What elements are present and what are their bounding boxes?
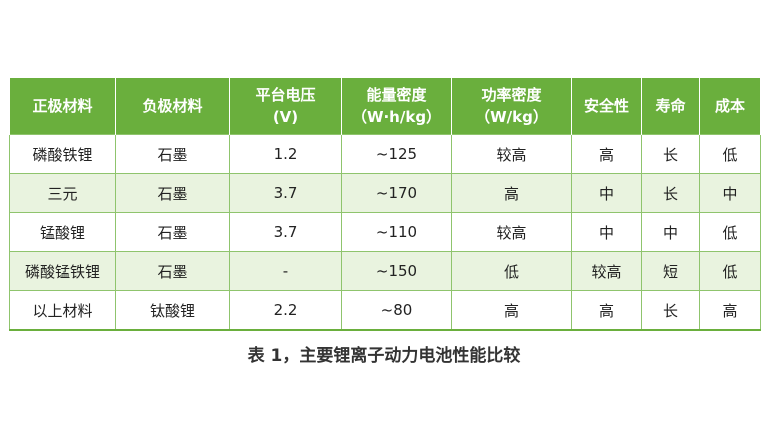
header-cathode-material: 正极材料 — [9, 78, 116, 135]
table-cell: 低 — [699, 251, 761, 291]
header-lifespan: 寿命 — [641, 78, 700, 135]
table-row: 以上材料 钛酸锂 2.2 ~80 高 高 长 高 — [9, 290, 761, 331]
header-power-density: 功率密度 （W/kg） — [451, 78, 572, 135]
table-cell: 三元 — [9, 173, 116, 213]
battery-comparison-table: 正极材料 负极材料 平台电压 (V) 能量密度 （W·h/kg） 功率密度 （W/kg… — [9, 78, 761, 331]
header-safety: 安全性 — [571, 78, 642, 135]
table-cell: 低 — [699, 134, 761, 174]
table-cell: 较高 — [571, 251, 642, 291]
comparison-table-container: 正极材料 负极材料 平台电压 (V) 能量密度 （W·h/kg） 功率密度 （W/kg… — [9, 78, 761, 331]
table-cell: ~150 — [341, 251, 452, 291]
table-cell: 低 — [451, 251, 572, 291]
table-body: 磷酸铁锂 石墨 1.2 ~125 较高 高 长 低 三元 石墨 3.7 ~170… — [9, 134, 761, 331]
table-cell: 2.2 — [229, 290, 342, 331]
table-cell: - — [229, 251, 342, 291]
table-cell: 较高 — [451, 212, 572, 252]
table-cell: ~80 — [341, 290, 452, 331]
table-cell: ~125 — [341, 134, 452, 174]
table-cell: 中 — [699, 173, 761, 213]
table-cell: 高 — [451, 290, 572, 331]
table-cell: 钛酸锂 — [115, 290, 230, 331]
table-cell: 石墨 — [115, 251, 230, 291]
table-row: 磷酸铁锂 石墨 1.2 ~125 较高 高 长 低 — [9, 134, 761, 174]
table-row: 三元 石墨 3.7 ~170 高 中 长 中 — [9, 173, 761, 213]
table-cell: 石墨 — [115, 134, 230, 174]
table-cell: ~170 — [341, 173, 452, 213]
table-cell: 3.7 — [229, 173, 342, 213]
table-cell: 长 — [641, 134, 700, 174]
header-cost: 成本 — [699, 78, 761, 135]
table-cell: 长 — [641, 173, 700, 213]
table-cell: 石墨 — [115, 212, 230, 252]
table-cell: 锰酸锂 — [9, 212, 116, 252]
table-cell: 以上材料 — [9, 290, 116, 331]
table-cell: 中 — [641, 212, 700, 252]
table-cell: 磷酸锰铁锂 — [9, 251, 116, 291]
table-cell: 1.2 — [229, 134, 342, 174]
header-energy-density: 能量密度 （W·h/kg） — [341, 78, 452, 135]
table-row: 锰酸锂 石墨 3.7 ~110 较高 中 中 低 — [9, 212, 761, 252]
table-cell: 较高 — [451, 134, 572, 174]
table-cell: ~110 — [341, 212, 452, 252]
table-cell: 中 — [571, 173, 642, 213]
table-cell: 短 — [641, 251, 700, 291]
table-row: 磷酸锰铁锂 石墨 - ~150 低 较高 短 低 — [9, 251, 761, 291]
table-cell: 高 — [571, 290, 642, 331]
table-caption: 表 1，主要锂离子动力电池性能比较 — [247, 346, 521, 366]
header-anode-material: 负极材料 — [115, 78, 230, 135]
table-cell: 高 — [699, 290, 761, 331]
table-cell: 高 — [571, 134, 642, 174]
table-cell: 磷酸铁锂 — [9, 134, 116, 174]
table-cell: 长 — [641, 290, 700, 331]
table-header-row: 正极材料 负极材料 平台电压 (V) 能量密度 （W·h/kg） 功率密度 （W/kg… — [9, 78, 761, 135]
table-cell: 高 — [451, 173, 572, 213]
table-cell: 中 — [571, 212, 642, 252]
table-cell: 低 — [699, 212, 761, 252]
table-cell: 3.7 — [229, 212, 342, 252]
header-platform-voltage: 平台电压 (V) — [229, 78, 342, 135]
table-cell: 石墨 — [115, 173, 230, 213]
